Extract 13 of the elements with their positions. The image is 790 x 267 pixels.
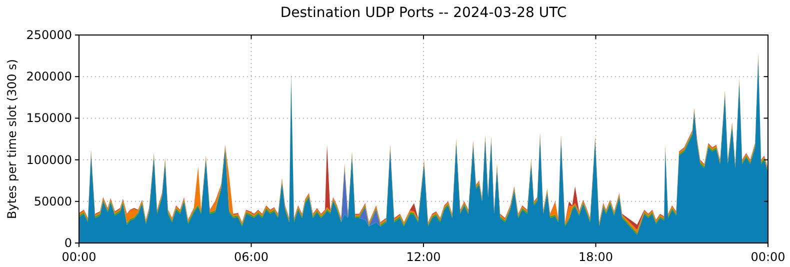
x-tick-label: 00:00 [750, 250, 786, 264]
x-tick-label: 06:00 [234, 250, 269, 264]
x-tick-label: 12:00 [406, 250, 441, 264]
y-tick-label: 50000 [34, 194, 72, 208]
y-tick-label: 250000 [26, 28, 72, 42]
x-tick-label: 18:00 [578, 250, 614, 264]
x-tick-label: 00:00 [62, 250, 96, 264]
y-tick-label: 0 [64, 236, 72, 250]
chart-title: Destination UDP Ports -- 2024-03-28 UTC [280, 5, 567, 21]
y-tick-label: 150000 [26, 111, 72, 126]
y-tick-label: 200000 [26, 70, 72, 84]
y-tick-label: 100000 [26, 152, 72, 167]
y-axis-title: Bytes per time slot (300 s) [5, 59, 19, 219]
